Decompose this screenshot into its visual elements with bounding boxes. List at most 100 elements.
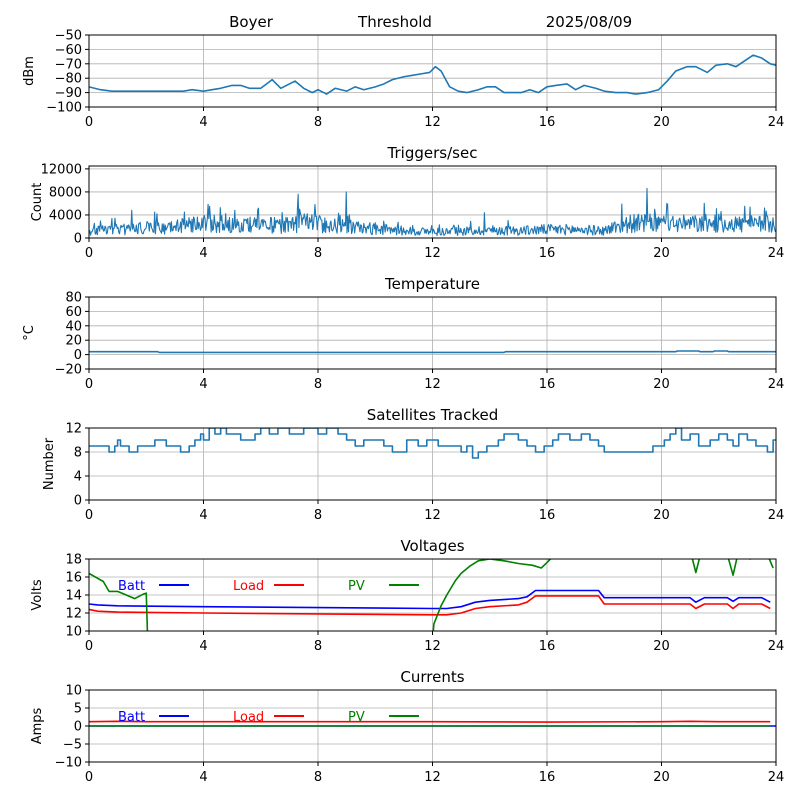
x-tick-label: 12 xyxy=(424,770,441,785)
y-tick-label: 12 xyxy=(65,607,82,622)
y-tick-label: 0 xyxy=(74,720,82,735)
y-tick-label: 10 xyxy=(65,625,82,640)
series-line-triggers xyxy=(89,187,776,236)
y-tick-label: 20 xyxy=(65,334,82,349)
y-tick-label: 4 xyxy=(74,470,82,485)
chart-title-satellites: Satellites Tracked xyxy=(367,406,498,424)
y-tick-label: 18 xyxy=(65,553,82,568)
y-tick-label: 12000 xyxy=(41,162,82,177)
chart-title-temperature: Temperature xyxy=(384,275,480,293)
x-tick-label: 20 xyxy=(653,770,670,785)
panel-currents: 0 4 8 12 16 20 24 −10 −5 0 5 10 Currents Amps Batt Load… xyxy=(30,668,784,785)
y-tick-label: 8000 xyxy=(49,185,82,200)
x-tick-label: 24 xyxy=(768,770,785,785)
x-tick-label: 24 xyxy=(768,639,785,654)
x-tick-label: 4 xyxy=(199,115,207,130)
plot-area-threshold xyxy=(89,54,776,95)
x-tick-label: 8 xyxy=(314,639,322,654)
series-line-satellites xyxy=(89,428,776,459)
x-tick-label: 20 xyxy=(653,639,670,654)
x-tick-label: 4 xyxy=(199,770,207,785)
y-axis-label-satellites: Number xyxy=(42,437,57,490)
panel-triggers: 0 4 8 12 16 20 24 0 4000 8000 12000 Triggers/sec Cou… xyxy=(30,144,784,261)
y-tick-label: −20 xyxy=(55,363,82,378)
y-tick-label: −50 xyxy=(55,29,82,44)
x-tick-label: 8 xyxy=(314,508,322,523)
x-tick-label: 0 xyxy=(85,508,93,523)
header-date: 2025/08/09 xyxy=(546,13,632,31)
legend-label-pv: PV xyxy=(348,710,365,725)
series-line-voltages-batt xyxy=(89,589,771,610)
y-tick-label: −100 xyxy=(46,101,82,116)
x-tick-label: 12 xyxy=(424,246,441,261)
x-tick-label: 8 xyxy=(314,246,322,261)
x-tick-label: 0 xyxy=(85,639,93,654)
x-tick-label: 8 xyxy=(314,770,322,785)
chart-title-voltages: Voltages xyxy=(400,537,464,555)
series-line-threshold xyxy=(89,54,776,95)
x-tick-label: 8 xyxy=(314,115,322,130)
legend-label-pv: PV xyxy=(348,579,365,594)
header-station: Boyer xyxy=(229,13,274,31)
x-tick-label: 24 xyxy=(768,115,785,130)
y-tick-label: −5 xyxy=(63,738,82,753)
y-tick-label: 80 xyxy=(65,291,82,306)
x-tick-label: 16 xyxy=(539,115,556,130)
y-tick-label: 0 xyxy=(74,348,82,363)
series-line-voltages-pv xyxy=(89,559,774,631)
legend-label-batt: Batt xyxy=(118,579,145,594)
y-tick-label: 10 xyxy=(65,684,82,699)
x-tick-label: 24 xyxy=(768,377,785,392)
x-tick-label: 4 xyxy=(199,377,207,392)
y-tick-label: 4000 xyxy=(49,208,82,223)
plot-area-currents xyxy=(89,720,776,727)
x-tick-label: 20 xyxy=(653,508,670,523)
x-tick-label: 20 xyxy=(653,115,670,130)
x-tick-label: 16 xyxy=(539,246,556,261)
x-tick-label: 12 xyxy=(424,508,441,523)
x-tick-label: 8 xyxy=(314,377,322,392)
x-tick-label: 4 xyxy=(199,508,207,523)
x-tick-label: 4 xyxy=(199,246,207,261)
x-tick-label: 0 xyxy=(85,377,93,392)
y-tick-label: 60 xyxy=(65,305,82,320)
x-tick-label: 12 xyxy=(424,115,441,130)
y-tick-label: 40 xyxy=(65,319,82,334)
chart-title-triggers: Triggers/sec xyxy=(387,144,478,162)
panel-voltages: 0 4 8 12 16 20 24 10 12 14 16 18 Voltages Volts Batt Lo… xyxy=(30,537,784,654)
y-tick-label: −10 xyxy=(55,756,82,771)
x-tick-label: 20 xyxy=(653,377,670,392)
chart-title-currents: Currents xyxy=(400,668,464,686)
x-tick-label: 16 xyxy=(539,639,556,654)
x-tick-label: 0 xyxy=(85,115,93,130)
y-tick-label: 14 xyxy=(65,589,82,604)
series-line-temperature xyxy=(89,350,776,354)
y-tick-label: 12 xyxy=(65,422,82,437)
y-axis-label-threshold: dBm xyxy=(22,56,37,86)
y-tick-label: 16 xyxy=(65,571,82,586)
x-tick-label: 0 xyxy=(85,770,93,785)
y-tick-label: −60 xyxy=(55,43,82,58)
y-axis-label-triggers: Count xyxy=(30,183,45,222)
plot-area-voltages xyxy=(89,559,774,631)
series-line-currents-load xyxy=(89,720,771,723)
panel-threshold: 0 4 8 12 16 20 24 −100−90−80−70−60−50 dBm xyxy=(22,29,784,131)
y-tick-label: −70 xyxy=(55,57,82,72)
y-axis-label-currents: Amps xyxy=(30,707,45,744)
legend-label-batt: Batt xyxy=(118,710,145,725)
legend-label-load: Load xyxy=(233,579,264,594)
panel-satellites: 0 4 8 12 16 20 24 0 4 8 12 Satellites Tracked Number xyxy=(42,406,784,523)
y-tick-label: 8 xyxy=(74,446,82,461)
legend-label-load: Load xyxy=(233,710,264,725)
y-axis-label-voltages: Volts xyxy=(30,579,45,611)
x-tick-label: 12 xyxy=(424,639,441,654)
y-tick-label: 0 xyxy=(74,494,82,509)
x-tick-label: 16 xyxy=(539,377,556,392)
series-line-voltages-load xyxy=(89,595,771,616)
x-tick-label: 12 xyxy=(424,377,441,392)
y-tick-label: 5 xyxy=(74,702,82,717)
